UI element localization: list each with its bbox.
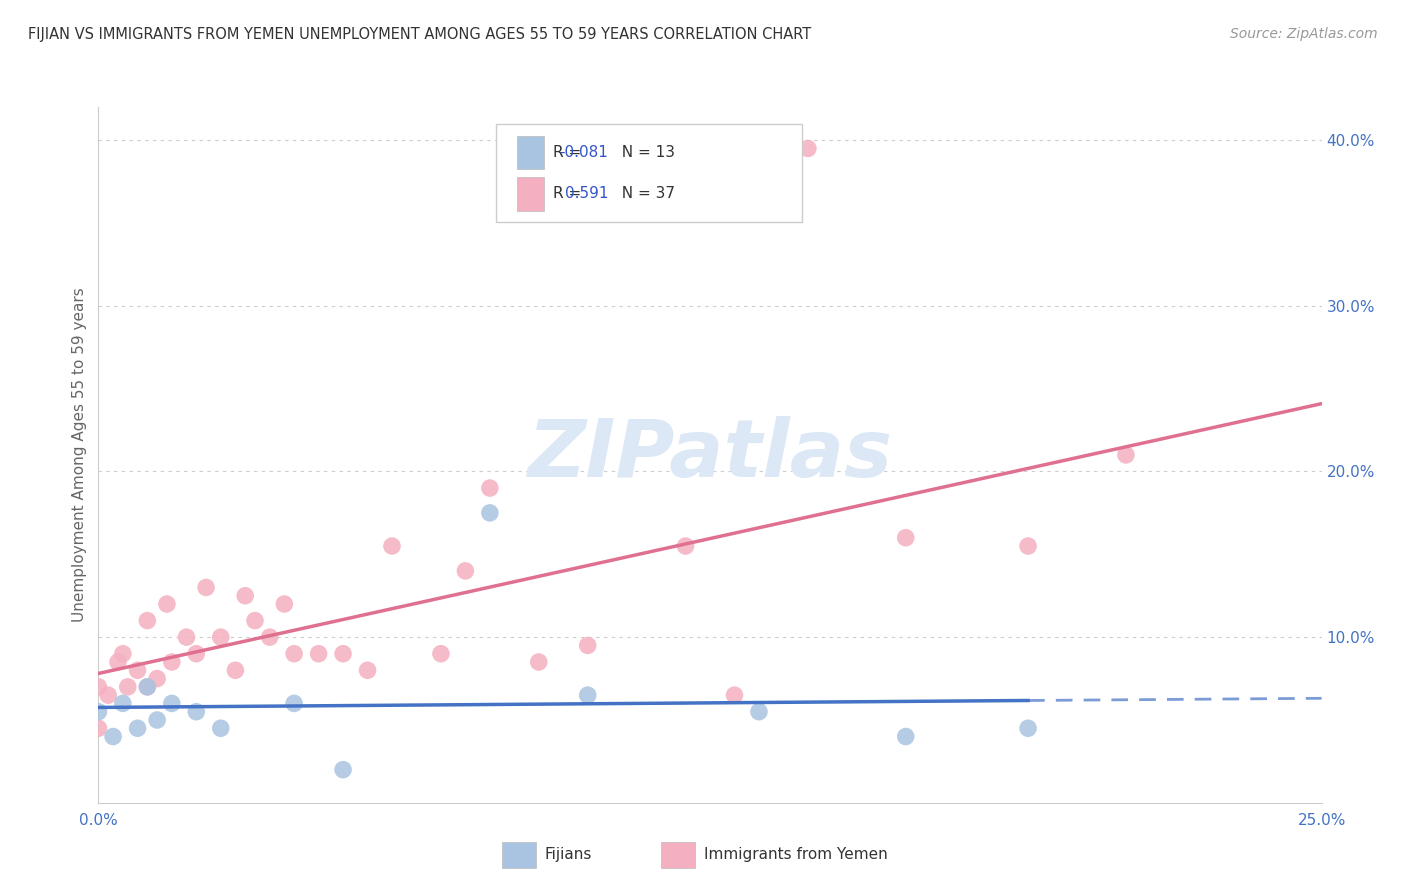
Text: R =: R =	[554, 186, 586, 202]
Point	[107, 655, 129, 669]
Point	[1017, 539, 1039, 553]
Point	[454, 564, 477, 578]
Point	[478, 506, 501, 520]
Point	[332, 763, 354, 777]
Point	[243, 614, 266, 628]
Point	[527, 655, 550, 669]
Text: R =: R =	[554, 145, 586, 160]
Point	[478, 481, 501, 495]
Point	[117, 680, 139, 694]
Point	[381, 539, 404, 553]
Point	[186, 647, 208, 661]
Point	[209, 721, 232, 735]
Point	[797, 141, 820, 155]
Point	[195, 581, 218, 595]
Point	[127, 663, 149, 677]
Text: -0.081: -0.081	[560, 145, 609, 160]
Point	[259, 630, 281, 644]
Text: Fijians: Fijians	[546, 847, 592, 863]
Text: N = 13: N = 13	[612, 145, 675, 160]
Point	[136, 680, 159, 694]
Point	[111, 647, 134, 661]
Point	[160, 655, 183, 669]
Point	[97, 688, 120, 702]
Point	[723, 688, 745, 702]
Point	[146, 713, 169, 727]
Y-axis label: Unemployment Among Ages 55 to 59 years: Unemployment Among Ages 55 to 59 years	[72, 287, 87, 623]
Point	[576, 688, 599, 702]
Point	[894, 531, 917, 545]
Point	[156, 597, 179, 611]
Point	[87, 680, 110, 694]
Point	[87, 705, 110, 719]
Point	[283, 647, 305, 661]
Point	[224, 663, 246, 677]
Point	[308, 647, 330, 661]
Point	[136, 614, 159, 628]
Point	[1115, 448, 1137, 462]
Point	[283, 697, 305, 711]
Bar	[502, 842, 536, 868]
Bar	[517, 136, 544, 169]
Point	[356, 663, 378, 677]
Point	[160, 697, 183, 711]
Bar	[661, 842, 696, 868]
Point	[233, 589, 256, 603]
Text: 0.591: 0.591	[565, 186, 609, 202]
Point	[101, 730, 124, 744]
Point	[146, 672, 169, 686]
Point	[576, 639, 599, 653]
Point	[748, 705, 770, 719]
Text: Immigrants from Yemen: Immigrants from Yemen	[704, 847, 887, 863]
FancyBboxPatch shape	[496, 124, 801, 222]
Text: N = 37: N = 37	[612, 186, 675, 202]
Point	[430, 647, 453, 661]
Text: ZIPatlas: ZIPatlas	[527, 416, 893, 494]
Point	[894, 730, 917, 744]
Point	[186, 705, 208, 719]
Text: FIJIAN VS IMMIGRANTS FROM YEMEN UNEMPLOYMENT AMONG AGES 55 TO 59 YEARS CORRELATI: FIJIAN VS IMMIGRANTS FROM YEMEN UNEMPLOY…	[28, 27, 811, 42]
Point	[176, 630, 198, 644]
Point	[675, 539, 697, 553]
Text: Source: ZipAtlas.com: Source: ZipAtlas.com	[1230, 27, 1378, 41]
Point	[127, 721, 149, 735]
Point	[332, 647, 354, 661]
Bar	[517, 178, 544, 211]
Point	[136, 680, 159, 694]
Point	[111, 697, 134, 711]
Point	[1017, 721, 1039, 735]
Point	[209, 630, 232, 644]
Point	[273, 597, 295, 611]
Point	[87, 721, 110, 735]
